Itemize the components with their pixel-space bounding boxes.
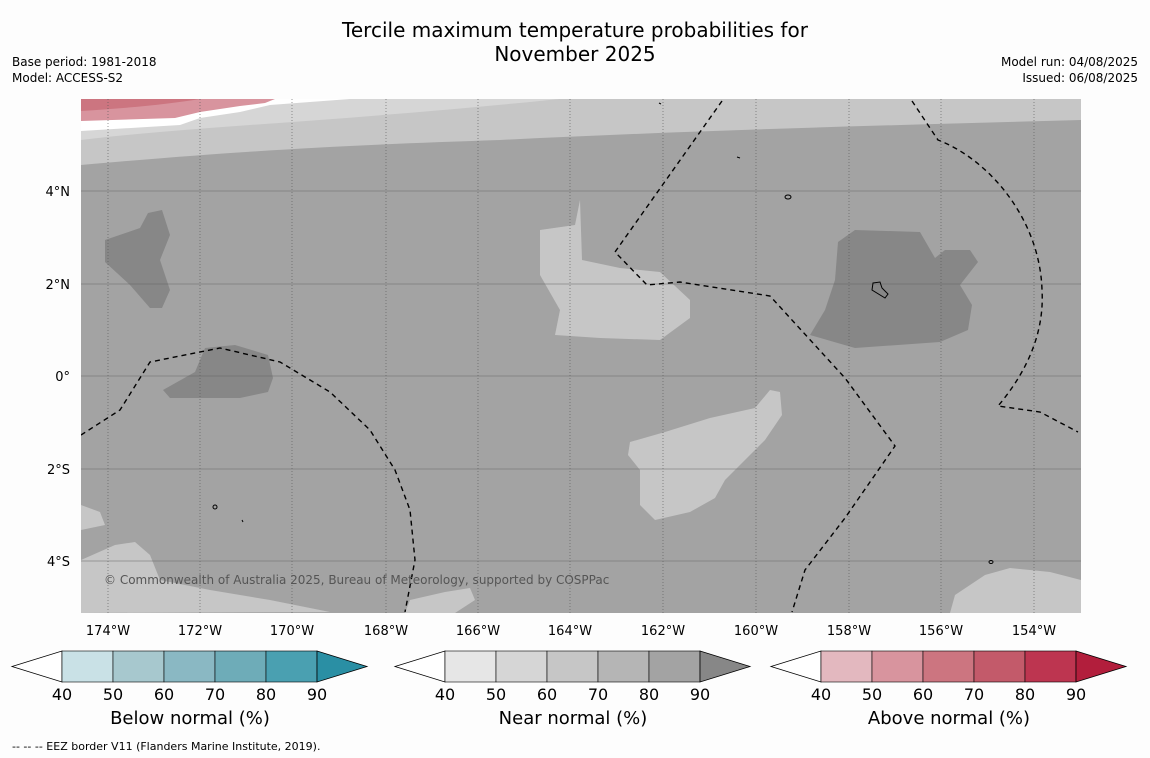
near-normal-80-90-patch-west bbox=[105, 210, 170, 308]
lon-label: 164°W bbox=[548, 624, 592, 639]
lon-label: 160°W bbox=[734, 624, 778, 639]
base-period: Base period: 1981-2018 bbox=[12, 55, 157, 69]
colorbar-segment bbox=[495, 650, 548, 683]
model-run: Model run: 04/08/2025 bbox=[1000, 55, 1138, 69]
colorbar-low-extension bbox=[769, 650, 822, 683]
colorbar-low-extension bbox=[393, 650, 446, 683]
colorbar-segment bbox=[112, 650, 165, 683]
colorbars: 40 50 60 70 80 90 40 50 60 70 80 90 40 50 60 70 80 90 bbox=[10, 650, 1128, 704]
latitude-gridlines bbox=[81, 190, 1081, 562]
near-normal-60-70-patch-southeast bbox=[950, 568, 1081, 613]
colorbar-tick-label: 80 bbox=[256, 685, 276, 704]
near-normal-60-70-patch-sw-edge bbox=[81, 505, 105, 530]
colorbar-segment bbox=[444, 650, 497, 683]
islands bbox=[212, 102, 994, 564]
colorbar-segment bbox=[973, 650, 1026, 683]
lat-label: 0° bbox=[55, 370, 70, 385]
colorbar-segment bbox=[648, 650, 701, 683]
colorbar-low-extension bbox=[10, 650, 63, 683]
latitude-labels: 4°N 2°N 0° 2°S 4°S bbox=[46, 185, 71, 570]
colorbar-segment bbox=[61, 650, 114, 683]
colorbar-tick-label: 80 bbox=[639, 685, 659, 704]
run-info: Model run: 04/08/2025 Issued: 06/08/2025 bbox=[1001, 54, 1138, 86]
near-normal-label: Near normal (%) bbox=[498, 708, 648, 729]
near-normal-80-90-patch-east bbox=[810, 230, 978, 348]
colorbar-tick-label: 60 bbox=[913, 685, 933, 704]
colorbar-tick-label: 90 bbox=[690, 685, 710, 704]
colorbar-tick-label: 40 bbox=[811, 685, 831, 704]
lon-label: 154°W bbox=[1012, 624, 1056, 639]
colorbar-segment bbox=[1024, 650, 1077, 683]
colorbar-tick-label: 50 bbox=[862, 685, 882, 704]
model-info: Base period: 1981-2018 Model: ACCESS-S2 bbox=[12, 54, 157, 86]
lon-label: 174°W bbox=[86, 624, 130, 639]
colorbar-segment bbox=[546, 650, 599, 683]
colorbar-high-extension bbox=[1075, 650, 1128, 683]
colorbar-tick-label: 90 bbox=[1066, 685, 1086, 704]
below-normal-label: Below normal (%) bbox=[110, 708, 270, 729]
lon-label: 170°W bbox=[270, 624, 314, 639]
eez-borders bbox=[81, 100, 1079, 613]
lat-label: 4°N bbox=[46, 185, 71, 200]
colorbar-tick-label: 70 bbox=[964, 685, 984, 704]
lon-label: 162°W bbox=[641, 624, 685, 639]
near-normal-colorbar: 40 50 60 70 80 90 bbox=[393, 650, 752, 704]
colorbar-segment bbox=[871, 650, 924, 683]
near-normal-80-90-patch-equator bbox=[163, 345, 273, 398]
lon-label: 168°W bbox=[364, 624, 408, 639]
colorbar-high-extension bbox=[699, 650, 752, 683]
model-name: Model: ACCESS-S2 bbox=[12, 71, 124, 85]
colorbar-segment bbox=[820, 650, 873, 683]
colorbar-segment bbox=[163, 650, 216, 683]
below-normal-colorbar: 40 50 60 70 80 90 bbox=[10, 650, 369, 704]
colorbar-tick-label: 50 bbox=[103, 685, 123, 704]
colorbar-segment bbox=[597, 650, 650, 683]
lat-label: 2°S bbox=[47, 463, 70, 478]
lon-label: 172°W bbox=[178, 624, 222, 639]
colorbar-tick-label: 70 bbox=[205, 685, 225, 704]
colorbar-tick-label: 50 bbox=[486, 685, 506, 704]
colorbar-high-extension bbox=[316, 650, 369, 683]
colorbar-tick-label: 60 bbox=[537, 685, 557, 704]
title-line-2: November 2025 bbox=[494, 42, 656, 66]
issued-date: Issued: 06/08/2025 bbox=[1022, 71, 1138, 85]
lon-label: 166°W bbox=[456, 624, 500, 639]
copyright-text: © Commonwealth of Australia 2025, Bureau… bbox=[104, 573, 609, 587]
colorbar-segment bbox=[214, 650, 267, 683]
map-area bbox=[81, 99, 1081, 613]
colorbar-segment bbox=[922, 650, 975, 683]
above-normal-colorbar: 40 50 60 70 80 90 bbox=[769, 650, 1128, 704]
lat-label: 2°N bbox=[46, 278, 71, 293]
title-line-1: Tercile maximum temperature probabilitie… bbox=[342, 18, 808, 42]
chart-title: Tercile maximum temperature probabilitie… bbox=[0, 18, 1150, 66]
near-normal-60-70-patch-south bbox=[628, 390, 782, 520]
lon-label: 156°W bbox=[919, 624, 963, 639]
above-normal-label: Above normal (%) bbox=[867, 708, 1031, 729]
colorbar-tick-label: 70 bbox=[588, 685, 608, 704]
eez-note: -- -- -- EEZ border V11 (Flanders Marine… bbox=[12, 740, 321, 753]
lon-label: 158°W bbox=[827, 624, 871, 639]
colorbar-tick-label: 80 bbox=[1015, 685, 1035, 704]
colorbar-tick-label: 40 bbox=[435, 685, 455, 704]
lat-label: 4°S bbox=[47, 555, 70, 570]
near-normal-60-70-patch-central bbox=[540, 200, 690, 340]
colorbar-tick-label: 90 bbox=[307, 685, 327, 704]
above-normal-60-70-band bbox=[81, 99, 200, 111]
colorbar-tick-label: 40 bbox=[52, 685, 72, 704]
longitude-labels: 174°W 172°W 170°W 168°W 166°W 164°W 162°… bbox=[86, 624, 1056, 639]
near-normal-60-70-patch-bottom bbox=[405, 588, 475, 613]
near-normal-60-70-patch-southwest bbox=[81, 542, 330, 613]
colorbar-segment bbox=[265, 650, 318, 683]
colorbar-tick-label: 60 bbox=[154, 685, 174, 704]
